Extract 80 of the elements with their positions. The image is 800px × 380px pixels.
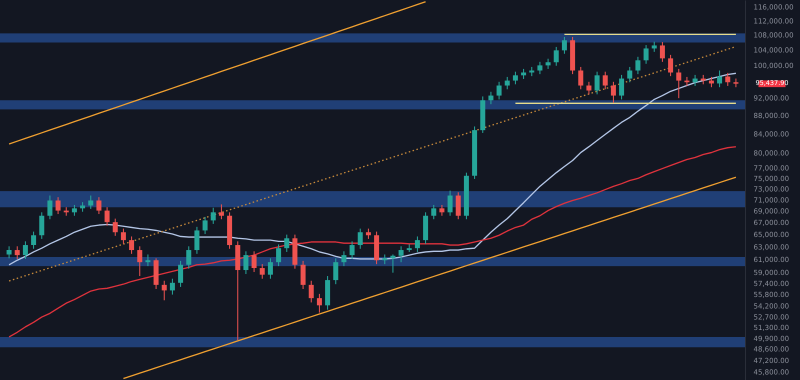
candlestick <box>554 46 559 66</box>
candlestick <box>660 42 665 62</box>
candlestick <box>137 246 142 277</box>
candlestick <box>700 74 706 85</box>
candlestick <box>610 81 616 104</box>
candlestick <box>194 226 200 254</box>
candlestick <box>602 71 608 90</box>
candlestick <box>414 236 420 252</box>
candlestick <box>170 278 175 296</box>
candlestick <box>47 195 52 220</box>
candlestick <box>162 280 167 301</box>
candlestick <box>276 244 282 267</box>
candlestick <box>112 218 118 236</box>
candlestick <box>268 258 273 280</box>
candlestick <box>512 71 518 85</box>
candlestick <box>627 66 632 83</box>
candlestick <box>56 196 61 215</box>
candlestick <box>366 228 371 240</box>
candlestick <box>521 68 526 80</box>
candlestick <box>39 212 44 240</box>
candlestick <box>668 54 674 77</box>
candlestick <box>725 72 730 86</box>
candlestick <box>252 250 257 273</box>
candlestick <box>619 74 624 100</box>
candlestick <box>178 260 184 288</box>
candlestick <box>31 231 36 250</box>
candlestick <box>717 70 722 88</box>
candlestick <box>488 91 494 105</box>
candlestick <box>341 250 346 267</box>
candlestick <box>350 240 355 260</box>
candlestick <box>496 81 502 100</box>
candlestick <box>644 44 649 64</box>
candlestick <box>504 76 510 90</box>
candlestick <box>104 206 110 226</box>
candlestick <box>398 246 404 263</box>
candlestick <box>96 196 102 215</box>
candlestick <box>72 204 77 216</box>
candlestick <box>308 280 314 303</box>
candlestick <box>145 254 150 267</box>
candlestick <box>439 204 444 216</box>
candlestick <box>120 228 126 244</box>
candlestick <box>529 66 534 77</box>
candlestick <box>546 58 551 70</box>
candlestick <box>635 56 640 75</box>
candlestick <box>22 240 28 260</box>
candlestick <box>431 204 436 220</box>
candlestick <box>684 76 690 86</box>
candlestick <box>300 260 306 290</box>
candlestick <box>594 71 600 95</box>
candlestick <box>80 202 86 212</box>
candlestick <box>448 190 453 216</box>
candlestick <box>692 74 698 86</box>
line-series <box>122 176 737 380</box>
line-series <box>8 72 737 266</box>
candlestick <box>390 254 396 274</box>
candlestick <box>676 68 682 99</box>
candlestick <box>358 228 363 250</box>
candlestick <box>186 246 192 270</box>
candlestick <box>6 246 12 259</box>
candlestick <box>578 66 584 90</box>
candlestick <box>88 195 94 210</box>
candlestick <box>652 41 657 52</box>
candlestick <box>210 207 216 224</box>
candlestick <box>243 250 248 275</box>
candlestick <box>14 246 20 260</box>
line-series <box>8 46 737 282</box>
candlestick <box>333 258 338 285</box>
candlestick <box>586 81 592 95</box>
candlestick <box>218 204 224 220</box>
candlestick <box>202 216 208 235</box>
candlestick <box>562 36 567 54</box>
candlestick <box>708 76 714 88</box>
candlestick <box>260 264 265 280</box>
line-series <box>8 146 737 338</box>
candlestick <box>537 61 542 75</box>
candlestick <box>456 192 461 220</box>
line-series <box>8 1 426 145</box>
candlestick <box>316 293 322 314</box>
candlestick <box>284 234 290 252</box>
candlestick <box>129 236 134 254</box>
